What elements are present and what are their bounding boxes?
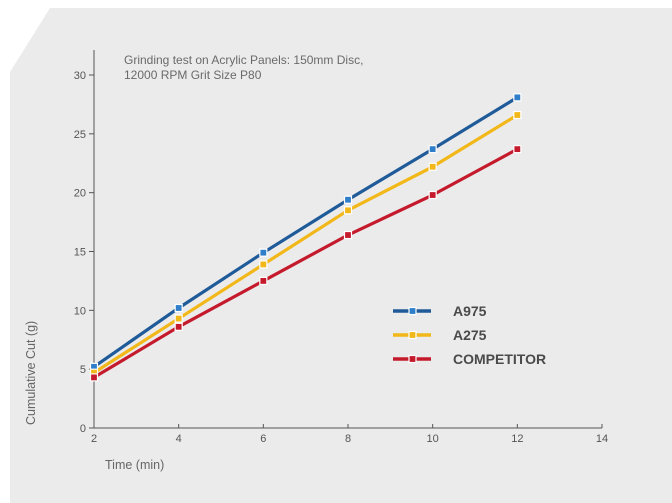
- chart-subtitle: 12000 RPM Grit Size P80: [124, 68, 262, 82]
- data-point-marker: [343, 195, 353, 204]
- series-a275: [89, 110, 522, 377]
- legend: A975 A275 COMPETITOR: [393, 303, 546, 367]
- data-point-marker: [513, 93, 522, 102]
- data-point-marker: [343, 230, 353, 240]
- series-line-a975: [93, 95, 519, 369]
- legend-label: A975: [453, 303, 487, 319]
- data-point-marker: [174, 314, 183, 323]
- data-point-marker: [89, 373, 99, 382]
- x-tick-label: 6: [260, 433, 266, 445]
- y-tick-label: 25: [74, 129, 86, 141]
- data-point-marker: [428, 145, 437, 154]
- y-tick-label: 5: [80, 364, 86, 376]
- y-tick-label: 0: [80, 423, 86, 435]
- data-point-marker: [259, 248, 268, 257]
- legend-label: COMPETITOR: [453, 351, 546, 367]
- y-axis-title: Cumulative Cut (g): [24, 321, 38, 425]
- y-tick-label: 10: [74, 305, 86, 317]
- x-tick-label: 8: [345, 433, 351, 445]
- data-point-marker: [428, 162, 437, 171]
- chart-title: Grinding test on Acrylic Panels: 150mm D…: [124, 53, 363, 67]
- legend-item-a975: A975: [393, 303, 487, 319]
- axes: 0 5 10 15 20 25 30 2 4 6 8 10 12 14: [74, 50, 608, 445]
- legend-swatch-marker: [408, 330, 417, 340]
- data-point-marker: [513, 110, 522, 120]
- x-tick-label: 14: [596, 433, 608, 445]
- data-point-marker: [174, 322, 183, 331]
- data-point-marker: [259, 260, 268, 269]
- legend-item-a275: A275: [393, 327, 487, 343]
- data-point-marker: [428, 190, 437, 200]
- y-tick-label: 20: [74, 188, 86, 200]
- x-axis-title: Time (min): [105, 458, 164, 472]
- x-tick-label: 2: [91, 433, 97, 445]
- data-point-marker: [174, 303, 183, 313]
- x-tick-label: 10: [427, 433, 439, 445]
- legend-swatch-marker: [408, 354, 417, 364]
- series-a975: [89, 93, 522, 371]
- legend-swatch-marker: [408, 306, 417, 316]
- series-line-a275: [93, 113, 519, 375]
- series-competitor: [89, 145, 522, 382]
- legend-item-competitor: COMPETITOR: [393, 351, 546, 367]
- data-point-marker: [513, 145, 522, 154]
- legend-label: A275: [453, 327, 487, 343]
- series-line-competitor: [93, 147, 519, 379]
- x-tick-label: 4: [176, 433, 182, 445]
- x-tick-label: 12: [511, 433, 523, 445]
- chart-background-panel: [10, 8, 672, 503]
- data-point-marker: [259, 276, 268, 286]
- data-point-marker: [343, 206, 353, 215]
- y-tick-label: 15: [74, 247, 86, 259]
- series-layer: [89, 93, 522, 382]
- y-tick-label: 30: [74, 70, 86, 82]
